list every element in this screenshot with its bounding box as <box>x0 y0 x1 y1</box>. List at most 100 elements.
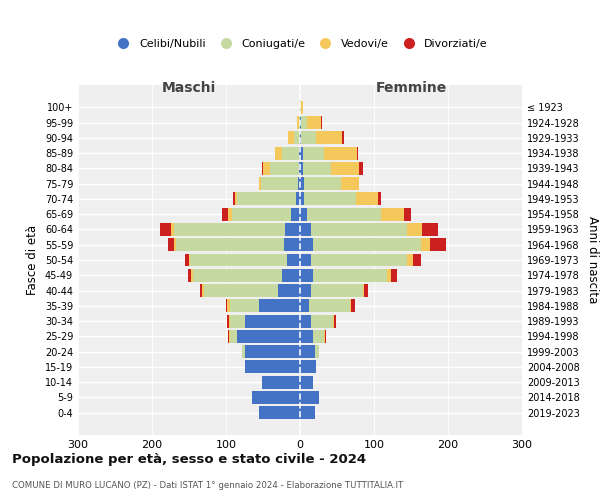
Bar <box>226 300 227 312</box>
Bar <box>351 300 355 312</box>
Bar <box>259 406 300 419</box>
Bar <box>227 300 230 312</box>
Bar <box>189 254 190 266</box>
Bar <box>391 269 397 281</box>
Bar <box>171 223 174 236</box>
Bar <box>261 177 298 190</box>
Bar <box>300 162 303 175</box>
Bar <box>288 132 294 144</box>
Legend: Celibi/Nubili, Coniugati/e, Vedovi/e, Divorziati/e: Celibi/Nubili, Coniugati/e, Vedovi/e, Di… <box>108 34 492 54</box>
Bar <box>334 314 335 328</box>
Bar <box>378 192 382 205</box>
Bar <box>301 101 303 114</box>
Bar <box>303 162 331 175</box>
Bar <box>300 269 313 281</box>
Bar <box>300 254 311 266</box>
Bar <box>300 300 309 312</box>
Bar <box>176 238 284 251</box>
Bar <box>245 345 300 358</box>
Bar <box>237 330 300 343</box>
Bar <box>311 254 407 266</box>
Bar <box>233 192 235 205</box>
Bar <box>309 300 350 312</box>
Bar <box>359 162 363 175</box>
Bar <box>301 132 316 144</box>
Bar <box>263 162 271 175</box>
Bar <box>227 314 229 328</box>
Bar <box>271 162 299 175</box>
Bar <box>300 376 313 388</box>
Bar <box>350 300 351 312</box>
Bar <box>303 146 323 160</box>
Bar <box>193 269 281 281</box>
Bar <box>228 208 232 220</box>
Bar <box>307 116 321 129</box>
Bar <box>202 284 204 297</box>
Bar <box>296 192 300 205</box>
Bar <box>230 300 259 312</box>
Bar <box>230 314 245 328</box>
Bar <box>245 360 300 374</box>
Bar <box>300 223 311 236</box>
Bar <box>299 146 300 160</box>
Bar <box>300 132 301 144</box>
Bar <box>300 360 316 374</box>
Text: Maschi: Maschi <box>162 81 216 95</box>
Bar <box>168 238 174 251</box>
Bar <box>287 254 300 266</box>
Bar <box>245 314 300 328</box>
Bar <box>300 391 319 404</box>
Bar <box>230 330 237 343</box>
Bar <box>235 192 237 205</box>
Bar <box>311 223 407 236</box>
Bar <box>188 269 191 281</box>
Bar <box>321 116 322 129</box>
Bar <box>300 238 313 251</box>
Bar <box>284 238 300 251</box>
Bar <box>300 177 304 190</box>
Bar <box>364 284 368 297</box>
Bar <box>252 391 300 404</box>
Bar <box>228 330 229 343</box>
Bar <box>300 345 315 358</box>
Bar <box>388 269 391 281</box>
Y-axis label: Fasce di età: Fasce di età <box>26 225 39 295</box>
Bar <box>229 330 230 343</box>
Bar <box>315 345 319 358</box>
Bar <box>300 406 315 419</box>
Text: Popolazione per età, sesso e stato civile - 2024: Popolazione per età, sesso e stato civil… <box>12 452 366 466</box>
Bar <box>297 116 299 129</box>
Bar <box>407 254 413 266</box>
Bar <box>300 284 311 297</box>
Bar <box>300 192 304 205</box>
Bar <box>313 238 421 251</box>
Bar <box>281 269 300 281</box>
Bar <box>229 314 230 328</box>
Bar <box>430 238 446 251</box>
Bar <box>185 254 189 266</box>
Bar <box>160 223 171 236</box>
Bar <box>313 330 325 343</box>
Bar <box>323 146 357 160</box>
Bar <box>311 284 363 297</box>
Text: Femmine: Femmine <box>376 81 446 95</box>
Bar <box>204 284 278 297</box>
Bar <box>342 132 344 144</box>
Bar <box>262 162 263 175</box>
Bar <box>382 208 404 220</box>
Bar <box>262 376 300 388</box>
Bar <box>294 132 300 144</box>
Bar <box>191 269 193 281</box>
Bar <box>331 162 359 175</box>
Bar <box>259 177 261 190</box>
Text: COMUNE DI MURO LUCANO (PZ) - Dati ISTAT 1° gennaio 2024 - Elaborazione TUTTITALI: COMUNE DI MURO LUCANO (PZ) - Dati ISTAT … <box>12 481 403 490</box>
Bar <box>200 284 202 297</box>
Bar <box>237 192 296 205</box>
Bar <box>413 254 421 266</box>
Bar <box>232 208 291 220</box>
Bar <box>278 284 300 297</box>
Bar <box>325 330 326 343</box>
Bar <box>301 116 307 129</box>
Bar <box>404 208 411 220</box>
Bar <box>222 208 228 220</box>
